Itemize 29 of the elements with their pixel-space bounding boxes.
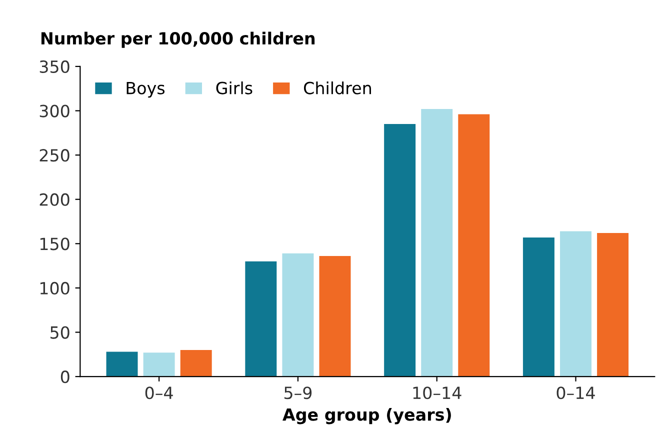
y-tick-label: 0 [60, 370, 70, 384]
y-axis-title: Number per 100,000 children [41, 32, 315, 48]
bar [180, 350, 212, 377]
x-tick-label: 0–14 [556, 386, 595, 400]
bar [282, 253, 314, 377]
bar [522, 237, 554, 377]
bar [421, 108, 453, 377]
y-tick-label: 200 [40, 193, 70, 206]
x-tick-label: 0–4 [145, 386, 173, 400]
x-tick-label: 5–9 [284, 386, 312, 400]
bar [245, 261, 277, 377]
legend-label: Boys [126, 82, 165, 98]
y-tick-label: 50 [50, 326, 70, 339]
y-tick-label: 250 [40, 149, 70, 162]
x-tick-label: 10–14 [413, 386, 462, 400]
y-tick-label: 150 [40, 238, 70, 250]
y-tick-label: 300 [40, 104, 70, 118]
bar [319, 256, 351, 377]
legend-label: Girls [216, 81, 252, 94]
bar [384, 124, 416, 377]
bar [143, 352, 175, 377]
bar [597, 233, 629, 377]
bar [458, 114, 490, 377]
bar [106, 352, 138, 377]
x-axis-title: Age group (years) [282, 408, 451, 424]
bar [560, 231, 592, 377]
y-tick-label: 100 [40, 282, 70, 295]
y-tick-label: 350 [40, 60, 70, 74]
legend-label: Children [304, 81, 371, 94]
